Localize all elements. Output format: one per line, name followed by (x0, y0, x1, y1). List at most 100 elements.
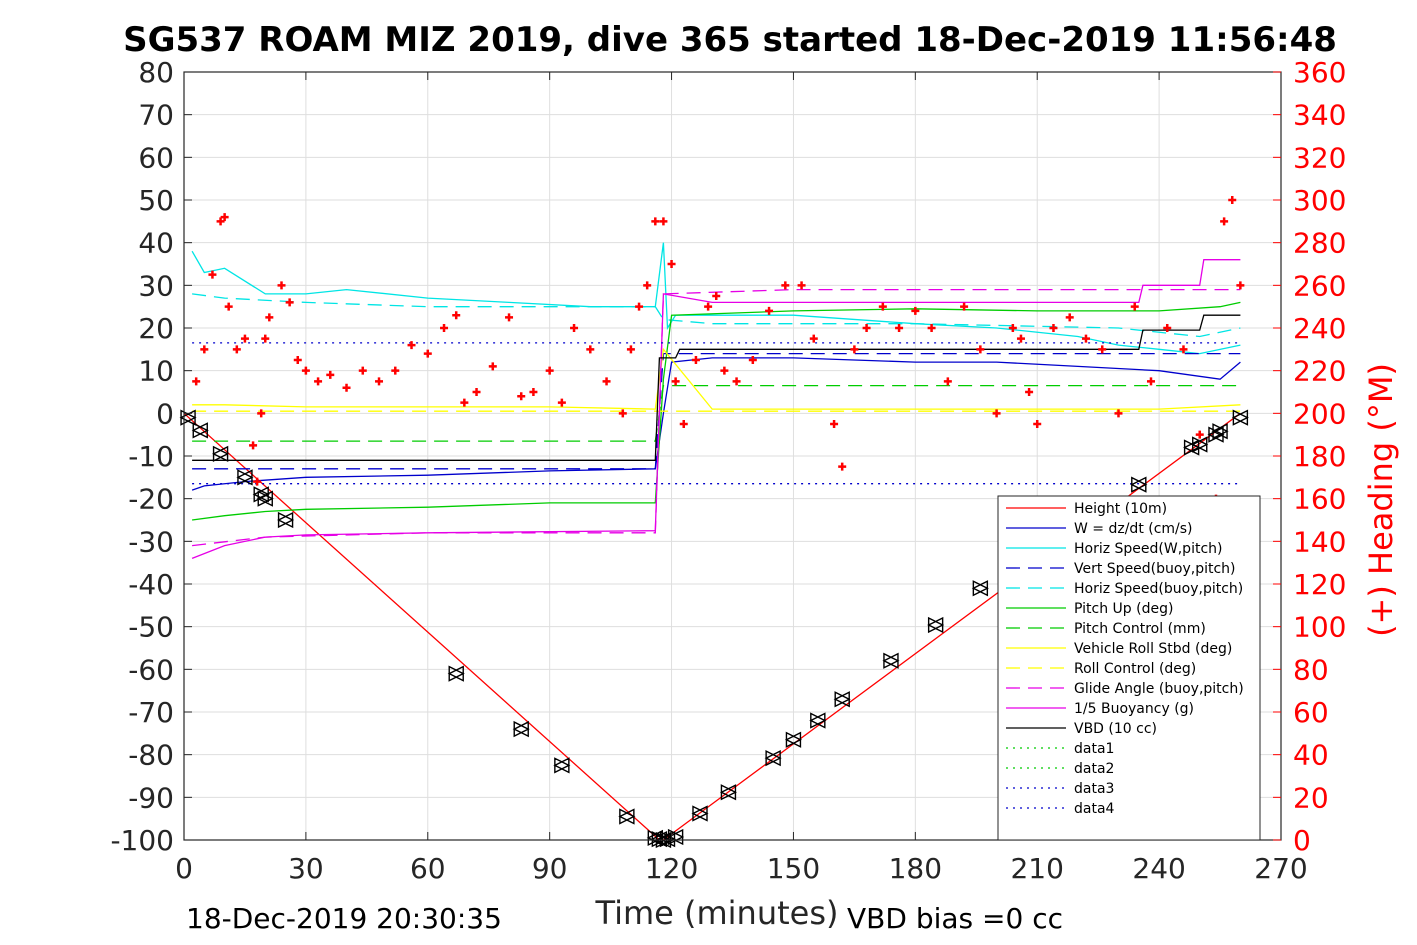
legend-entry: W = dz/dt (cm/s) (1074, 521, 1193, 537)
heading-marker (200, 345, 209, 354)
heading-marker (488, 362, 497, 371)
heading-marker (249, 441, 258, 450)
heading-marker (1236, 281, 1245, 290)
y-tick-label: 20 (138, 312, 174, 345)
heading-marker (1163, 324, 1172, 332)
heading-marker (232, 345, 241, 354)
legend-entry: data4 (1074, 801, 1115, 817)
heading-marker (1146, 377, 1155, 386)
x-tick-label: 30 (288, 852, 324, 885)
heading-marker (517, 392, 526, 401)
heading-marker (277, 281, 286, 290)
x-tick-label: 180 (889, 852, 942, 885)
heading-marker (1081, 334, 1090, 343)
x-tick-label: 60 (410, 852, 446, 885)
heading-marker (626, 345, 635, 354)
axes-layer: 0 30 60 90 120 150 180 210 240 270 80 70 60 50 40 30 20 1… (110, 56, 1346, 885)
y-right-tick-label: 300 (1293, 184, 1346, 217)
depth-marker (833, 691, 851, 708)
y-right-tick-label: 160 (1293, 483, 1346, 516)
depth-marker (236, 469, 254, 486)
y-right-tick-label: 180 (1293, 440, 1346, 473)
heading-marker (472, 388, 481, 396)
depth-marker (809, 712, 827, 729)
y-tick-label: -90 (128, 781, 174, 814)
heading-marker (960, 302, 969, 311)
heading-marker (1130, 302, 1139, 311)
heading-marker (1114, 409, 1123, 418)
heading-marker (765, 306, 774, 315)
heading-marker (452, 311, 461, 320)
legend-entry: Height (10m) (1074, 501, 1167, 517)
heading-marker (976, 345, 985, 354)
heading-marker (440, 324, 449, 332)
y-tick-label: 10 (138, 355, 174, 388)
x-tick-label: 150 (767, 852, 820, 885)
series-line (192, 347, 1241, 410)
heading-marker (293, 356, 302, 364)
heading-marker (748, 356, 757, 364)
y-tick-label: 70 (138, 99, 174, 132)
depth-marker (650, 831, 668, 848)
heading-marker (1033, 420, 1042, 428)
heading-marker (602, 377, 611, 386)
series-line (191, 242, 1241, 355)
legend-entry: 1/5 Buoyancy (g) (1074, 701, 1194, 717)
depth-marker (212, 445, 230, 462)
heading-marker (943, 377, 952, 386)
legend-entry: VBD (10 cc) (1074, 721, 1157, 737)
depth-marker (882, 652, 900, 669)
y-right-tick-label: 0 (1293, 824, 1311, 857)
heading-marker (326, 370, 335, 379)
heading-marker (895, 324, 904, 332)
y-tick-label: 40 (138, 227, 174, 260)
x-tick-label: 90 (532, 852, 568, 885)
heading-marker (224, 302, 233, 311)
series-line (191, 357, 1241, 491)
y-tick-label: -40 (128, 568, 174, 601)
heading-marker (375, 377, 384, 386)
heading-marker (586, 345, 595, 354)
heading-marker (1098, 345, 1107, 354)
y-tick-label: 80 (138, 56, 174, 89)
y-right-tick-label: 220 (1293, 355, 1346, 388)
y-tick-label: -30 (128, 525, 174, 558)
depth-marker (179, 409, 197, 426)
y-tick-label: -100 (110, 824, 174, 857)
heading-marker (1195, 430, 1204, 439)
heading-marker (659, 217, 668, 226)
heading-marker (407, 341, 416, 350)
heading-marker (285, 298, 294, 307)
legend-entry: Vehicle Roll Stbd (deg) (1074, 641, 1232, 657)
depth-marker (1191, 436, 1209, 453)
heading-marker (691, 356, 700, 364)
legend-entry: Pitch Control (mm) (1074, 621, 1206, 637)
depth-marker (1231, 409, 1249, 426)
depth-marker (553, 757, 571, 774)
legend-entry: data1 (1074, 741, 1114, 757)
x-tick-label: 120 (645, 852, 698, 885)
y-right-tick-label: 80 (1293, 653, 1329, 686)
depth-marker (691, 805, 709, 822)
heading-marker (240, 334, 249, 343)
y-right-tick-label: 280 (1293, 227, 1346, 260)
series-line (192, 301, 1241, 521)
heading-marker (635, 302, 644, 311)
y-right-tick-label: 120 (1293, 568, 1346, 601)
y-tick-label: -10 (128, 440, 174, 473)
series-line (192, 352, 1241, 470)
y-right-tick-label: 240 (1293, 312, 1346, 345)
depth-marker (256, 490, 274, 507)
heading-marker (505, 313, 514, 322)
depth-marker (927, 616, 945, 634)
heading-marker (529, 388, 538, 396)
depth-marker (764, 749, 782, 767)
x-tick-label: 210 (1010, 852, 1063, 885)
footer-vbd-bias: VBD bias =0 cc (847, 902, 1063, 935)
depth-marker (1207, 426, 1225, 443)
heading-marker (216, 217, 225, 226)
x-tick-label: 270 (1254, 852, 1307, 885)
depth-marker (1211, 423, 1229, 440)
y-right-tick-label: 60 (1293, 696, 1329, 729)
